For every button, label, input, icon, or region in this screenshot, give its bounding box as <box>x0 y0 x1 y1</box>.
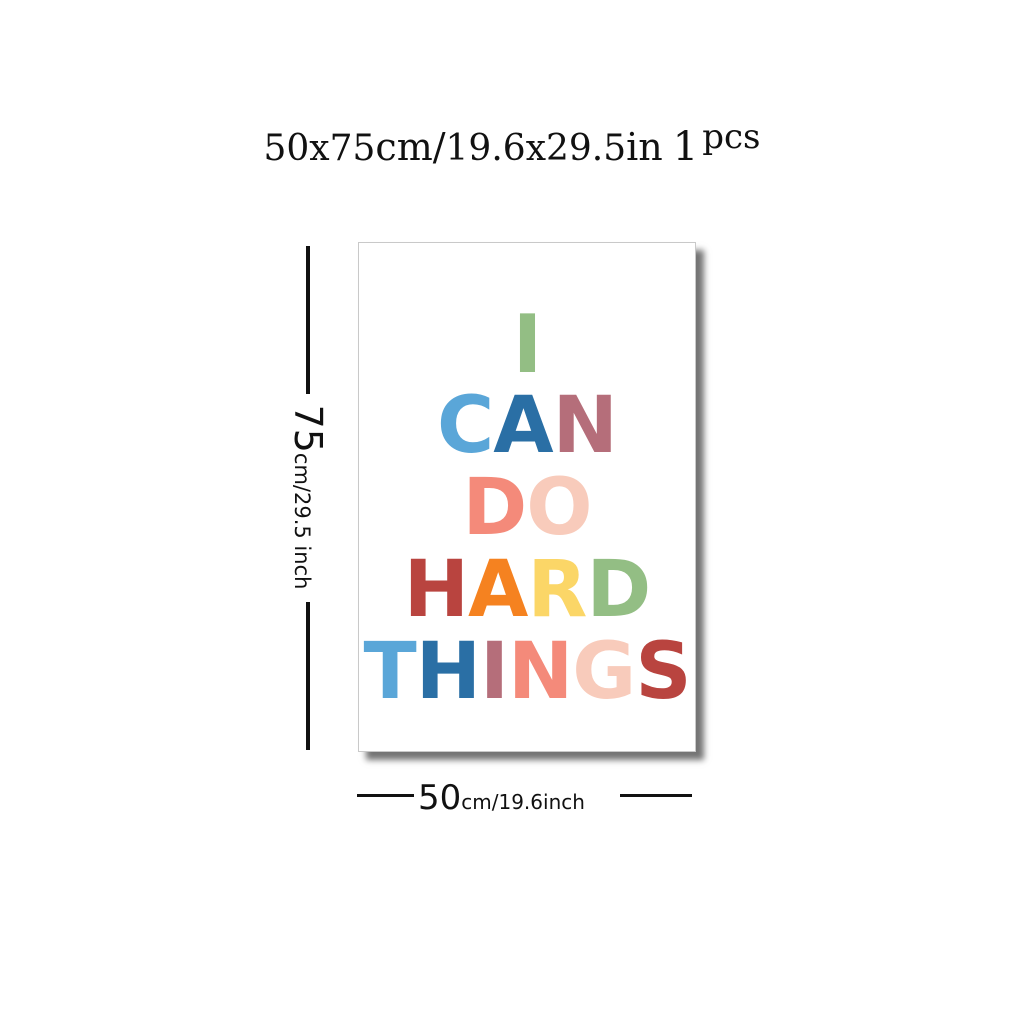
poster-line-1: I <box>359 305 695 387</box>
poster-text: I CAN DO HARD THINGS <box>359 305 695 715</box>
poster-line-2: CAN <box>359 387 695 469</box>
height-value: 75 <box>286 404 330 453</box>
height-dimension-line-top <box>306 246 310 394</box>
poster-line-4: HARD <box>359 551 695 633</box>
title-in-unit: in <box>626 125 663 169</box>
poster-letter: I <box>479 627 509 717</box>
poster-letter: A <box>493 381 553 471</box>
poster-letter: G <box>572 627 636 717</box>
title-pcs-label: pcs <box>702 117 761 157</box>
poster-letter: N <box>552 381 618 471</box>
poster-letter: N <box>508 627 573 717</box>
poster-letter: A <box>468 545 528 635</box>
height-unit: cm/29.5 inch <box>290 452 314 590</box>
canvas-poster: I CAN DO HARD THINGS <box>358 242 696 752</box>
width-unit: cm/19.6inch <box>461 790 585 814</box>
width-value: 50 <box>418 778 462 818</box>
poster-letter: S <box>635 627 691 717</box>
height-dimension-line-bottom <box>306 602 310 750</box>
title-times-2: x <box>525 128 546 169</box>
poster-letter: D <box>586 545 651 635</box>
width-dimension-line-right <box>620 794 692 797</box>
poster-letter: C <box>437 381 494 471</box>
width-dimension-line-left <box>357 794 414 797</box>
size-title: 50 x 75 cm/ 19.6 x 29.5 in 1 pcs <box>0 117 1024 170</box>
poster-letter: H <box>415 627 481 717</box>
title-pcs-count: 1 <box>672 124 699 170</box>
poster-letter: H <box>403 545 469 635</box>
poster-letter: D <box>462 463 527 553</box>
title-height-cm: 75 <box>329 128 376 169</box>
poster-line-3: DO <box>359 469 695 551</box>
poster-letter: T <box>363 627 416 717</box>
poster-letter: O <box>526 463 592 553</box>
title-height-in: 29.5 <box>546 128 627 169</box>
poster-line-5: THINGS <box>359 633 695 715</box>
title-width-cm: 50 <box>263 128 310 169</box>
title-cm-unit: cm/ <box>375 125 446 169</box>
title-times: x <box>309 128 330 169</box>
height-dimension-label: 75cm/29.5 inch <box>286 405 330 590</box>
poster-letter: R <box>527 545 587 635</box>
width-dimension-label: 50cm/19.6inch <box>418 778 585 818</box>
poster-letter: I <box>512 298 543 391</box>
title-width-in: 19.6 <box>445 128 526 169</box>
